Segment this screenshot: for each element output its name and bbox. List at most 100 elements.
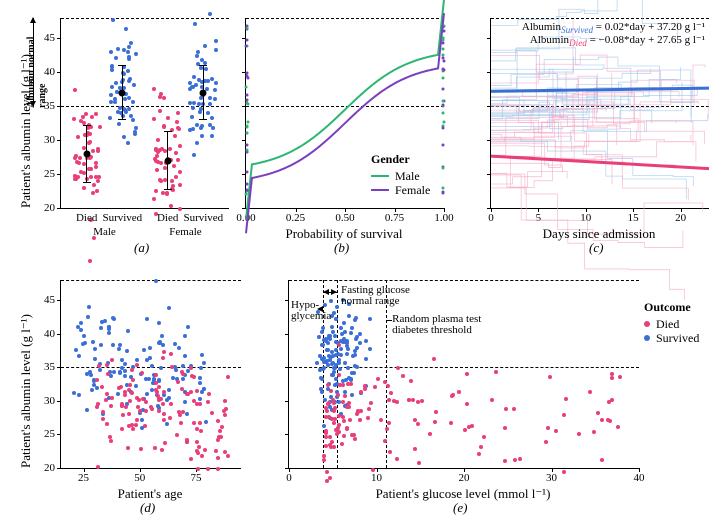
data-point: [503, 459, 507, 463]
data-point: [77, 354, 81, 358]
data-point: [207, 392, 211, 396]
data-point: [192, 101, 196, 105]
data-point: [588, 390, 592, 394]
data-point: [162, 390, 166, 394]
data-point: [147, 377, 151, 381]
ytick-label: 35: [44, 361, 61, 373]
data-point: [176, 380, 180, 384]
data-point: [154, 381, 158, 385]
ref-hline: [246, 106, 444, 107]
ytick-label: 25: [44, 428, 61, 440]
data-point: [144, 409, 148, 413]
data-point: [90, 388, 94, 392]
data-point: [76, 175, 80, 179]
data-point: [194, 83, 198, 87]
data-point: [145, 358, 149, 362]
data-point: [214, 39, 218, 43]
errorbar: [86, 125, 87, 182]
data-point: [113, 97, 117, 101]
data-point: [433, 420, 437, 424]
data-point: [337, 343, 341, 347]
data-point: [345, 352, 349, 356]
data-point: [135, 418, 139, 422]
data-point: [100, 320, 104, 324]
data-point: [383, 439, 387, 443]
data-point: [135, 358, 139, 362]
data-point: [213, 97, 217, 101]
data-point: [200, 58, 204, 62]
data-point: [158, 340, 162, 344]
data-point: [208, 96, 212, 100]
xtick-label: 20: [675, 208, 686, 224]
data-point: [130, 368, 134, 372]
data-point: [441, 99, 444, 102]
ref-hline: [491, 18, 709, 19]
data-point: [97, 364, 101, 368]
panel-a-label: (a): [134, 240, 149, 256]
data-point: [131, 100, 135, 104]
data-point: [140, 418, 144, 422]
data-point: [72, 391, 76, 395]
data-point: [220, 425, 224, 429]
data-point: [342, 419, 346, 423]
data-point: [389, 391, 393, 395]
data-point: [334, 428, 338, 432]
data-point: [169, 402, 173, 406]
panel-b-legend: GenderMaleFemale: [371, 152, 430, 197]
data-point: [503, 426, 507, 430]
xtick-label: 40: [634, 468, 645, 484]
data-point: [442, 126, 445, 129]
data-point: [159, 366, 163, 370]
data-point: [197, 445, 201, 449]
data-point: [174, 175, 178, 179]
data-point: [206, 79, 210, 83]
data-point: [388, 450, 392, 454]
data-point: [345, 405, 349, 409]
data-point: [130, 391, 134, 395]
data-point: [94, 112, 98, 116]
data-point: [96, 465, 100, 469]
data-point: [93, 347, 97, 351]
data-point: [169, 352, 173, 356]
data-point: [245, 44, 248, 47]
data-point: [192, 375, 196, 379]
data-point: [202, 361, 206, 365]
data-point: [608, 419, 612, 423]
data-point: [117, 122, 121, 126]
data-point: [118, 343, 122, 347]
data-point: [334, 348, 338, 352]
data-point: [98, 368, 102, 372]
data-point: [154, 279, 158, 283]
data-point: [160, 448, 164, 452]
data-point: [320, 330, 324, 334]
data-point: [198, 421, 202, 425]
data-point: [477, 452, 481, 456]
data-point: [189, 457, 193, 461]
data-point: [188, 128, 192, 132]
data-point: [165, 192, 169, 196]
data-point: [178, 144, 182, 148]
data-point: [349, 331, 353, 335]
data-point: [110, 65, 114, 69]
data-point: [108, 116, 112, 120]
data-point: [145, 317, 149, 321]
data-point: [328, 435, 332, 439]
data-point: [600, 458, 604, 462]
data-point: [109, 404, 113, 408]
data-point: [442, 42, 445, 45]
data-point: [183, 334, 187, 338]
data-point: [154, 189, 158, 193]
data-point: [120, 427, 124, 431]
data-point: [162, 96, 166, 100]
data-point: [339, 347, 343, 351]
data-point: [218, 429, 222, 433]
data-point: [156, 138, 160, 142]
data-point: [206, 400, 210, 404]
data-point: [610, 376, 614, 380]
data-point: [616, 425, 620, 429]
data-point: [160, 147, 164, 151]
ytick-label: 45: [44, 294, 61, 306]
data-point: [91, 340, 95, 344]
data-point: [126, 50, 130, 54]
data-point: [210, 116, 214, 120]
